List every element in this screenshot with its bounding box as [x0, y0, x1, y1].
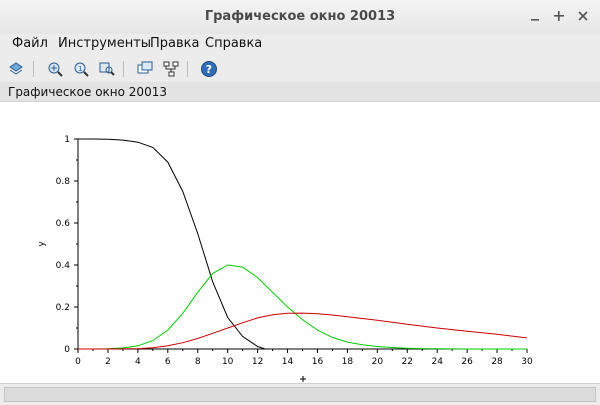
y-tick-label: 0.6: [56, 219, 71, 229]
x-tick-label: 14: [282, 357, 294, 367]
maximize-button[interactable]: [552, 7, 566, 25]
tree-button[interactable]: [161, 59, 181, 79]
y-tick-label: 0.4: [56, 261, 71, 271]
x-tick-label: 30: [521, 357, 533, 367]
x-tick-label: 20: [372, 357, 384, 367]
svg-text:1: 1: [78, 65, 82, 73]
help-icon: ?: [201, 61, 217, 77]
x-tick-label: 18: [342, 357, 354, 367]
figure-label: Графическое окно 20013: [0, 82, 600, 102]
series-line-1: [78, 264, 527, 350]
x-tick-label: 4: [135, 357, 141, 367]
zoom-grid-button[interactable]: [45, 59, 65, 79]
y-tick-label: 1: [64, 135, 70, 145]
x-tick-label: 22: [402, 357, 413, 367]
datatip-button[interactable]: [135, 59, 155, 79]
minimize-button[interactable]: [528, 7, 542, 25]
svg-text:?: ?: [206, 63, 212, 76]
zoom-out-icon: [99, 62, 115, 76]
x-tick-label: 0: [75, 357, 81, 367]
cursor-marker: [300, 376, 306, 382]
minimize-icon: [531, 19, 539, 21]
datatip-icon: [137, 61, 153, 74]
help-button[interactable]: ?: [199, 59, 219, 79]
menu-file[interactable]: Файл: [12, 36, 48, 51]
series-line-0: [78, 138, 266, 350]
x-tick-label: 2: [105, 357, 111, 367]
x-tick-label: 12: [252, 357, 263, 367]
maximize-icon: [554, 11, 564, 21]
y-tick-label: 0.8: [56, 177, 71, 187]
line-chart: 0 2 4 6 8 10 12 14 16 18 20 22 24 26 28 3000.20.40.60.8…: [37, 135, 533, 382]
series-line-2: [78, 312, 528, 350]
close-button[interactable]: [576, 7, 590, 25]
x-tick-label: 16: [312, 357, 324, 367]
menu-edit[interactable]: Правка: [150, 36, 200, 51]
x-tick-label: 6: [165, 357, 171, 367]
y-tick-label: 0.2: [56, 303, 70, 313]
menu-bar: Файл Инструменты Правка Справка: [0, 34, 600, 56]
plot-area[interactable]: 0 2 4 6 8 10 12 14 16 18 20 22 24 26 28 30 0 0.2 0.4 0.6 0.8…: [0, 103, 600, 383]
rotate-button[interactable]: [6, 59, 26, 79]
window-controls: [528, 7, 590, 25]
x-tick-label: 10: [222, 357, 234, 367]
zoom-grid-icon: [48, 62, 63, 77]
menu-help[interactable]: Справка: [205, 36, 263, 51]
status-field: [4, 387, 596, 402]
y-axis-label: y: [37, 241, 47, 247]
close-icon: [578, 11, 588, 21]
menu-tools[interactable]: Инструменты: [58, 36, 152, 51]
x-tick-label: 26: [461, 357, 473, 367]
status-bar: [0, 383, 600, 405]
title-bar: Графическое окно 20013: [0, 0, 600, 35]
rotate-icon: [9, 62, 23, 75]
zoom-in-button[interactable]: 1: [71, 59, 91, 79]
x-tick-label: 8: [195, 357, 201, 367]
toolbar: 1 ?: [0, 56, 600, 83]
window-title: Графическое окно 20013: [204, 9, 396, 24]
zoom-in-icon: 1: [74, 62, 89, 77]
x-tick-label: 24: [431, 357, 443, 367]
tree-icon: [163, 61, 179, 77]
x-tick-label: 28: [491, 357, 503, 367]
y-tick-label: 0: [64, 345, 70, 355]
zoom-out-button[interactable]: [97, 59, 117, 79]
